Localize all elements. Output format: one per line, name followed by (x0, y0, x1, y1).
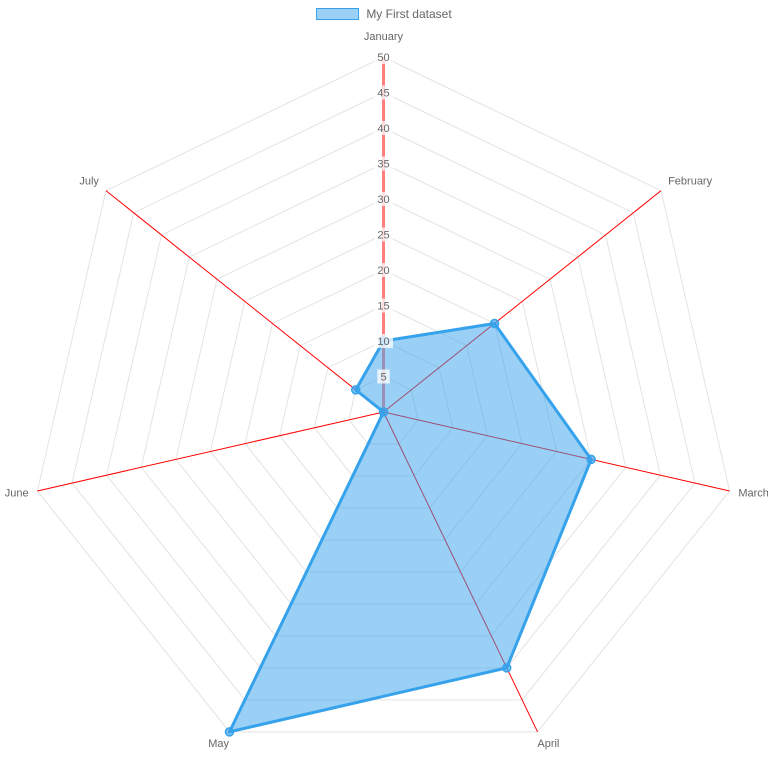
grid-ring (36, 56, 731, 733)
data-polygon[interactable] (227, 321, 593, 734)
tick-label: 50 (377, 52, 389, 64)
tick-label: 45 (377, 88, 389, 100)
grid-ring (71, 91, 696, 701)
tick-backdrop (374, 192, 393, 206)
axis-label-march: March (738, 488, 768, 500)
angle-line (37, 411, 384, 492)
tick-label: 5 (380, 372, 386, 384)
tick-label: 10 (377, 336, 389, 348)
axis-label-february: February (668, 175, 713, 187)
tick-backdrop (374, 334, 393, 348)
tick-label: 25 (377, 230, 389, 242)
axis-label-january: January (364, 31, 404, 43)
axis-label-june: June (5, 488, 29, 500)
data-point[interactable] (586, 454, 596, 465)
chart-legend[interactable]: My First dataset (0, 7, 768, 21)
tick-backdrop (374, 263, 393, 277)
tick-backdrop (377, 369, 390, 384)
legend-swatch (316, 8, 360, 20)
tick-backdrop (374, 50, 393, 64)
axis-label-april: April (537, 738, 559, 750)
data-point[interactable] (378, 407, 389, 417)
legend-label: My First dataset (366, 7, 452, 21)
data-point[interactable] (350, 385, 361, 395)
tick-backdrop (374, 85, 393, 100)
tick-label: 40 (377, 123, 389, 135)
tick-backdrop (374, 121, 393, 135)
tick-backdrop (374, 227, 393, 242)
angle-line (105, 190, 384, 413)
axis-label-july: July (79, 175, 99, 187)
data-point[interactable] (501, 663, 512, 673)
tick-label: 35 (377, 159, 389, 171)
tick-label: 15 (377, 301, 389, 313)
tick-label: 20 (377, 265, 389, 277)
data-point[interactable] (489, 318, 500, 329)
tick-backdrop (374, 298, 393, 313)
data-point[interactable] (224, 727, 235, 737)
axis-label-may: May (208, 738, 229, 750)
tick-label: 30 (377, 194, 389, 206)
tick-backdrop (374, 156, 393, 171)
